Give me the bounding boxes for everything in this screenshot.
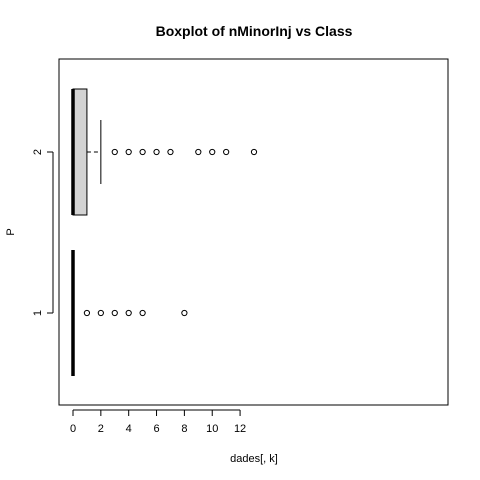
x-tick-label: 2 xyxy=(98,423,104,435)
x-axis: 0 2 4 6 8 10 12 xyxy=(70,409,246,435)
box-group-1 xyxy=(71,250,188,376)
outlier-point xyxy=(223,148,230,156)
outlier-point xyxy=(83,309,91,317)
x-tick-label: 6 xyxy=(153,423,159,435)
x-tick-label: 12 xyxy=(234,423,246,435)
outlier-point xyxy=(125,148,132,156)
x-axis-label: dades[, k] xyxy=(230,453,278,465)
plot-frame xyxy=(58,58,449,406)
chart-title: Boxplot of nMinorInj vs Class xyxy=(156,23,353,39)
outlier-point xyxy=(125,309,132,317)
boxplot-marks xyxy=(71,88,258,376)
outlier-point xyxy=(181,309,188,317)
x-tick-label: 8 xyxy=(181,423,187,435)
x-tick-label: 10 xyxy=(206,423,218,435)
x-tick-label: 4 xyxy=(126,423,132,435)
outlier-point xyxy=(250,148,258,156)
outlier-point xyxy=(139,148,146,156)
outlier-point xyxy=(167,148,174,156)
outlier-point xyxy=(111,309,118,317)
outlier-point xyxy=(111,148,118,156)
y-axis-label: P xyxy=(5,228,17,235)
outlier-point xyxy=(195,148,202,156)
outlier-point xyxy=(139,309,146,317)
outlier-point xyxy=(153,148,160,156)
y-tick-label: 1 xyxy=(32,310,44,316)
outlier-point xyxy=(97,309,104,317)
y-tick-label: 2 xyxy=(32,149,44,155)
box-group-2 xyxy=(71,88,258,216)
box-iqr xyxy=(72,88,88,216)
outlier-point xyxy=(209,148,216,156)
y-axis: 12 xyxy=(32,149,54,316)
x-tick-label: 0 xyxy=(70,423,76,435)
